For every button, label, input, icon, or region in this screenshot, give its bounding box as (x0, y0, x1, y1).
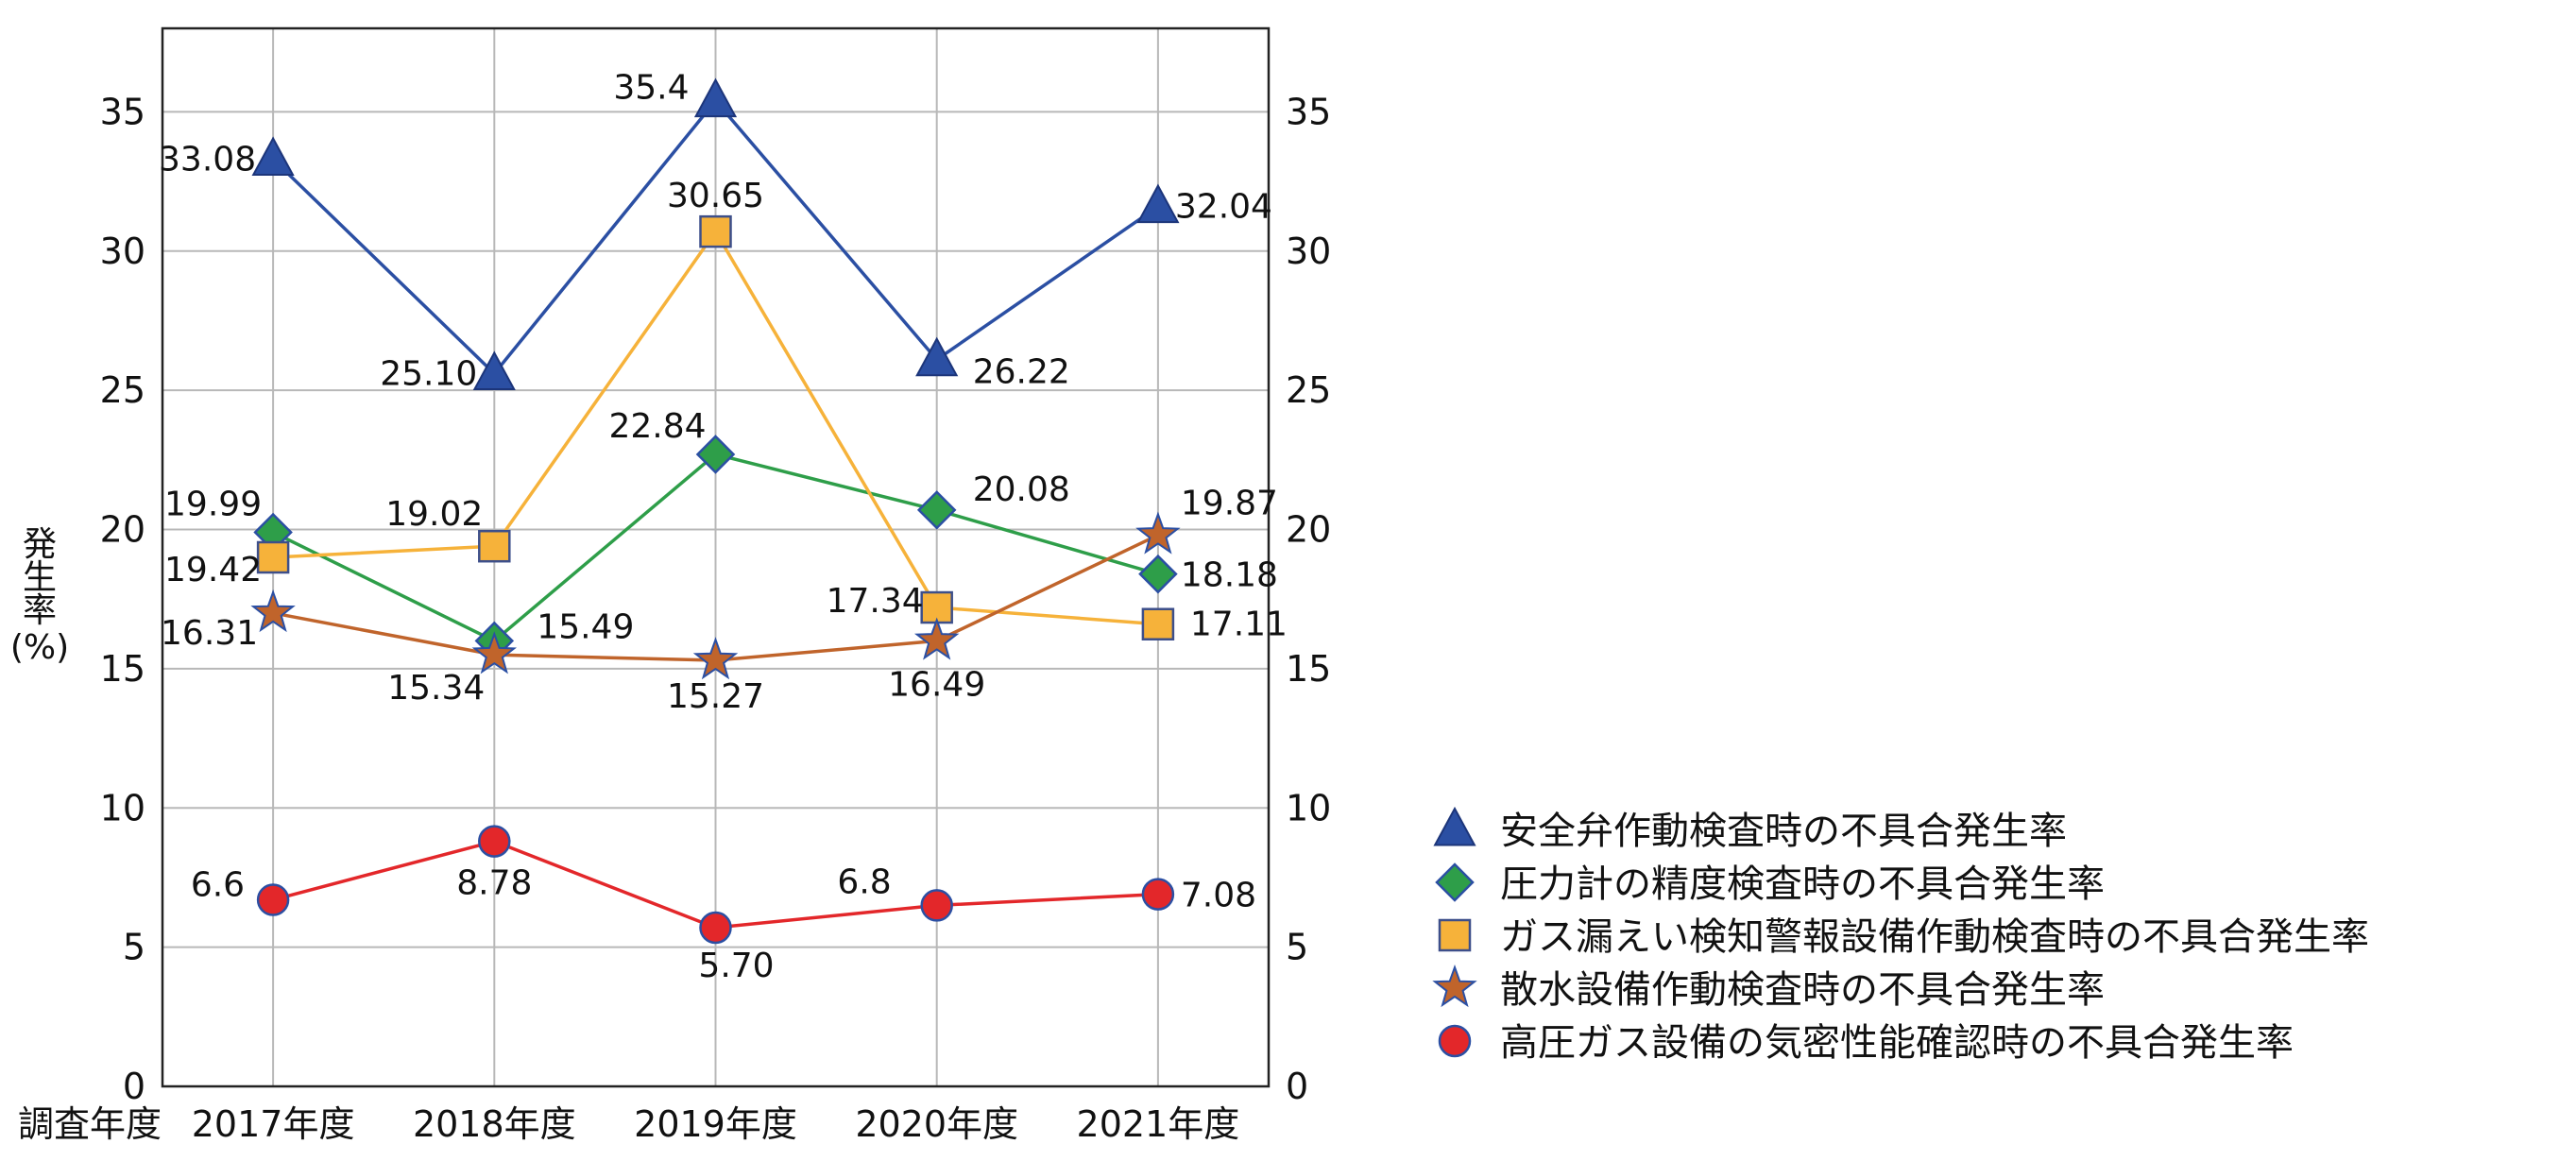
marker-circle (1438, 1024, 1472, 1058)
y-tick-label-right: 0 (1286, 1066, 1308, 1107)
marker-diamond (1138, 554, 1178, 594)
marker-circle (256, 883, 290, 916)
y-tick-label-left: 20 (100, 509, 145, 551)
y-axis-label-line: 生 (23, 558, 57, 597)
data-label: 15.49 (537, 607, 634, 646)
legend-entry: 散水設備作動検査時の不具合発生率 (1500, 968, 2105, 1012)
legend-entry: 高圧ガス設備の気密性能確認時の不具合発生率 (1500, 1021, 2294, 1065)
y-tick-label-left: 0 (123, 1066, 145, 1107)
marker-triangle (1136, 183, 1180, 224)
data-label: 17.11 (1190, 606, 1288, 644)
data-label: 6.8 (837, 862, 891, 901)
y-axis-right-ticks: 0 5 10 15 20 25 30 35 (1286, 91, 1331, 1107)
x-tick-label: 2018年度 (413, 1103, 576, 1145)
y-axis-label-line: (%) (10, 628, 69, 667)
y-tick-label-right: 5 (1286, 927, 1308, 968)
marker-star (250, 589, 296, 633)
marker-diamond (916, 490, 957, 530)
data-label: 19.99 (164, 485, 262, 523)
marker-diamond (1435, 862, 1475, 902)
x-axis-title: 調査年度 (18, 1103, 162, 1145)
marker-circle (478, 825, 511, 858)
marker-star (1432, 965, 1477, 1008)
data-label: 15.34 (387, 669, 485, 708)
data-label: 17.34 (827, 582, 924, 621)
marker-circle (1141, 878, 1175, 911)
y-axis-left-ticks: 0 5 10 15 20 25 30 35 (100, 91, 145, 1107)
y-tick-label-left: 35 (100, 91, 145, 132)
marker-square (699, 214, 732, 248)
marker-triangle (915, 336, 959, 377)
marker-circle (920, 889, 953, 922)
data-label: 15.27 (667, 677, 764, 716)
x-tick-label: 2017年度 (192, 1103, 355, 1145)
marker-triangle (693, 77, 738, 118)
y-tick-label-left: 5 (123, 927, 145, 968)
y-axis-label: 発生率(%) (10, 525, 69, 667)
data-label: 26.22 (973, 353, 1070, 392)
data-label: 32.04 (1175, 188, 1272, 227)
y-tick-label-right: 20 (1286, 509, 1331, 551)
marker-star (692, 637, 739, 680)
y-tick-label-right: 35 (1286, 91, 1331, 132)
y-tick-label-left: 25 (100, 369, 145, 411)
data-label: 19.42 (164, 551, 262, 589)
data-label: 19.02 (385, 495, 483, 534)
x-tick-label: 2020年度 (855, 1103, 1018, 1145)
y-tick-label-right: 25 (1286, 369, 1331, 411)
marker-square (1438, 918, 1472, 952)
y-axis-label-line: 発 (23, 525, 57, 564)
marker-diamond (695, 435, 736, 474)
data-label: 20.08 (973, 470, 1070, 509)
data-label: 6.6 (191, 866, 245, 905)
legend: 安全弁作動検査時の不具合発生率圧力計の精度検査時の不具合発生率ガス漏えい検知警報… (1432, 806, 2369, 1065)
marker-triangle (251, 136, 295, 177)
y-tick-label-right: 30 (1286, 230, 1331, 272)
data-label: 30.65 (667, 177, 764, 215)
data-label: 25.10 (380, 354, 477, 393)
marker-star (471, 631, 518, 674)
marker-square (478, 529, 511, 563)
marker-square (1141, 607, 1175, 640)
data-label: 16.49 (888, 665, 985, 704)
y-tick-label-right: 10 (1286, 787, 1331, 828)
marker-star (1135, 511, 1181, 555)
data-label: 33.08 (159, 141, 256, 179)
data-label: 7.08 (1181, 877, 1256, 915)
data-label: 5.70 (698, 947, 774, 985)
data-label: 8.78 (456, 864, 532, 903)
legend-entry: 安全弁作動検査時の不具合発生率 (1500, 810, 2067, 853)
marker-square (256, 540, 290, 574)
marker-circle (699, 911, 732, 945)
legend-entry: 圧力計の精度検査時の不具合発生率 (1500, 862, 2105, 906)
marker-triangle (1433, 806, 1476, 846)
data-label: 18.18 (1181, 556, 1278, 595)
series-layer (250, 77, 1181, 945)
data-labels: 33.08 25.10 35.4 26.22 32.04 19.99 15.49 22.84 2… (159, 69, 1288, 985)
x-tick-label: 2021年度 (1077, 1103, 1240, 1145)
y-tick-label-left: 10 (100, 787, 145, 828)
data-label: 16.31 (161, 614, 258, 653)
y-axis-label-line: 率 (23, 591, 57, 630)
marker-triangle (472, 350, 516, 390)
data-label: 19.87 (1181, 484, 1278, 522)
x-tick-label: 2019年度 (634, 1103, 797, 1145)
y-tick-label-left: 30 (100, 230, 145, 272)
data-label: 22.84 (608, 407, 706, 446)
axes (161, 26, 1271, 1088)
plot-frame (161, 26, 1271, 1088)
x-axis-ticks: 調査年度 2017年度 2018年度 2019年度 2020年度 2021年度 (18, 1103, 1239, 1145)
marker-star (914, 617, 960, 660)
legend-entry: ガス漏えい検知警報設備作動検査時の不具合発生率 (1500, 915, 2369, 959)
y-tick-label-left: 15 (100, 648, 145, 690)
data-label: 35.4 (613, 69, 689, 108)
y-tick-label-right: 15 (1286, 648, 1331, 690)
